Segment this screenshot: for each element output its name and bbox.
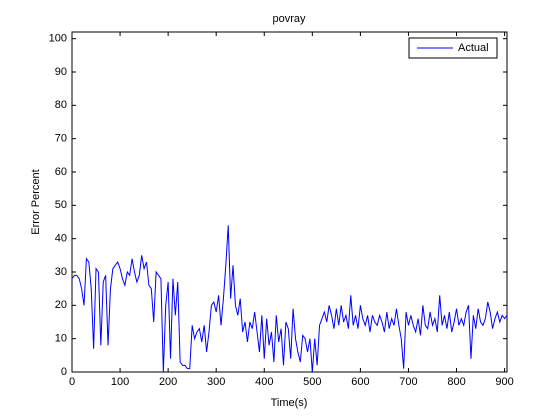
- data-line: [71, 225, 508, 373]
- x-tick-label: 200: [159, 376, 177, 388]
- x-tick-label: 100: [111, 376, 129, 388]
- y-tick-label: 10: [55, 333, 67, 345]
- y-tick-label: 0: [61, 366, 67, 378]
- y-tick-label: 90: [55, 66, 67, 78]
- x-tick-label: 700: [399, 376, 417, 388]
- y-tick-label: 30: [55, 266, 67, 278]
- x-tick-label: 800: [447, 376, 465, 388]
- y-tick-label: 100: [49, 33, 67, 45]
- x-tick-label: 300: [207, 376, 225, 388]
- x-tick-label: 0: [69, 376, 75, 388]
- y-tick-label: 40: [55, 233, 67, 245]
- x-tick-label: 900: [495, 376, 513, 388]
- y-tick-label: 50: [55, 199, 67, 211]
- chart-title: povray: [272, 13, 306, 25]
- x-tick-label: 400: [255, 376, 273, 388]
- y-tick-label: 70: [55, 133, 67, 145]
- plot-frame: [71, 31, 508, 373]
- y-tick-label: 80: [55, 99, 67, 111]
- legend-label: Actual: [458, 42, 489, 54]
- x-tick-label: 600: [351, 376, 369, 388]
- y-tick-label: 60: [55, 166, 67, 178]
- x-tick-label: 500: [303, 376, 321, 388]
- x-axis-label: Time(s): [271, 397, 308, 409]
- y-axis-label: Error Percent: [30, 169, 42, 234]
- y-tick-label: 20: [55, 299, 67, 311]
